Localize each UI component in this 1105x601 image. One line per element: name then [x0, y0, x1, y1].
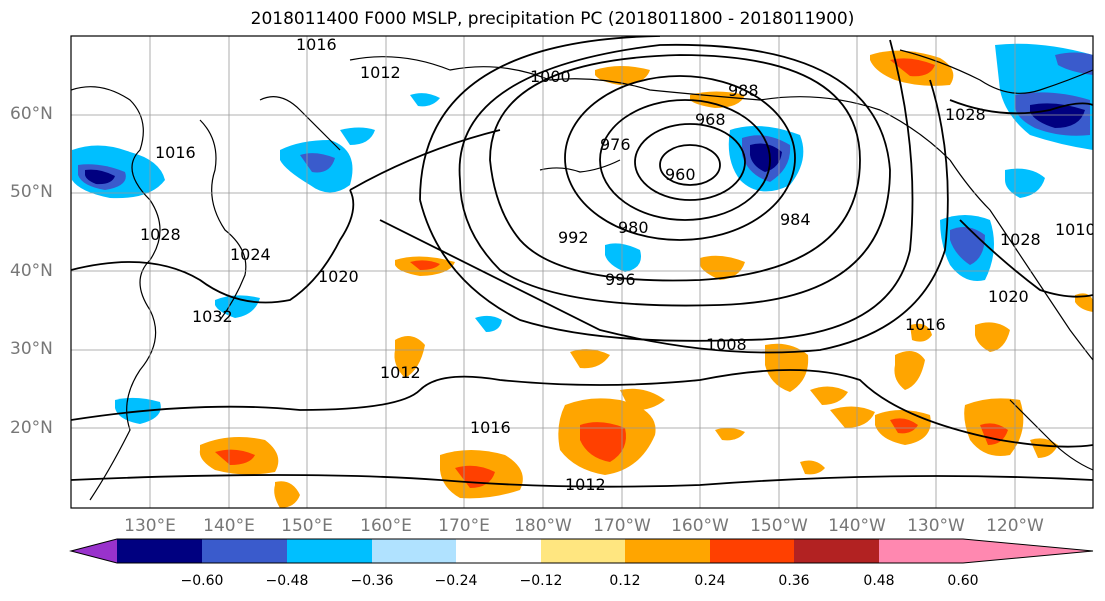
- svg-text:1012: 1012: [360, 63, 401, 82]
- colorbar-tick: 0.60: [947, 573, 979, 589]
- lon-label: 150°W: [750, 516, 808, 536]
- colorbar-tick: −0.48: [265, 573, 309, 589]
- svg-text:968: 968: [695, 110, 726, 129]
- lon-label: 140°W: [828, 516, 886, 536]
- lon-label: 150°E: [281, 516, 333, 536]
- lon-label: 140°E: [203, 516, 255, 536]
- colorbar-tick: 0.24: [694, 573, 726, 589]
- svg-text:996: 996: [605, 270, 636, 289]
- colorbar-tick: −0.12: [519, 573, 563, 589]
- svg-text:992: 992: [558, 228, 589, 247]
- svg-text:1000: 1000: [530, 67, 571, 86]
- svg-text:1016: 1016: [296, 35, 337, 54]
- svg-text:1028: 1028: [945, 105, 986, 124]
- svg-text:984: 984: [780, 210, 811, 229]
- lon-label: 170°W: [593, 516, 651, 536]
- lat-label-30n: 30°N: [10, 339, 53, 359]
- colorbar-tick: 0.12: [609, 573, 641, 589]
- svg-text:1020: 1020: [988, 287, 1029, 306]
- svg-text:1012: 1012: [380, 363, 421, 382]
- colorbar-tick: 0.36: [778, 573, 810, 589]
- svg-text:980: 980: [618, 218, 649, 237]
- svg-text:960: 960: [665, 165, 696, 184]
- svg-text:1016: 1016: [905, 315, 946, 334]
- lat-label-40n: 40°N: [10, 261, 53, 281]
- colorbar-tick: −0.60: [180, 573, 224, 589]
- svg-text:1016: 1016: [155, 143, 196, 162]
- svg-text:988: 988: [728, 81, 759, 100]
- lon-label: 170°E: [438, 516, 490, 536]
- lat-label-50n: 50°N: [10, 182, 53, 202]
- colorbar-tick: −0.36: [350, 573, 394, 589]
- isobars: [71, 36, 1093, 488]
- svg-text:1028: 1028: [140, 225, 181, 244]
- colorbar: [69, 538, 1094, 564]
- lon-label: 160°E: [360, 516, 412, 536]
- svg-text:1008: 1008: [706, 335, 747, 354]
- isobar-labels: 1016 1012 1000 988 976 968 960 992 996 9…: [140, 35, 1096, 494]
- svg-text:1028: 1028: [1000, 230, 1041, 249]
- lon-label: 130°E: [124, 516, 176, 536]
- figure-title: 2018011400 F000 MSLP, precipitation PC (…: [250, 9, 855, 29]
- precip-areas: [72, 43, 1093, 508]
- svg-text:976: 976: [600, 135, 631, 154]
- svg-text:1020: 1020: [318, 267, 359, 286]
- svg-text:1012: 1012: [565, 475, 606, 494]
- svg-text:1016: 1016: [470, 418, 511, 437]
- svg-text:1010: 1010: [1055, 220, 1096, 239]
- lon-label: 160°W: [671, 516, 729, 536]
- lon-label: 180°W: [514, 516, 572, 536]
- svg-text:1024: 1024: [230, 245, 271, 264]
- lat-label-60n: 60°N: [10, 104, 53, 124]
- lat-label-20n: 20°N: [10, 418, 53, 438]
- lon-label: 130°W: [907, 516, 965, 536]
- svg-text:1032: 1032: [192, 307, 233, 326]
- lon-label: 120°W: [986, 516, 1044, 536]
- colorbar-tick: −0.24: [434, 573, 478, 589]
- colorbar-tick: 0.48: [863, 573, 895, 589]
